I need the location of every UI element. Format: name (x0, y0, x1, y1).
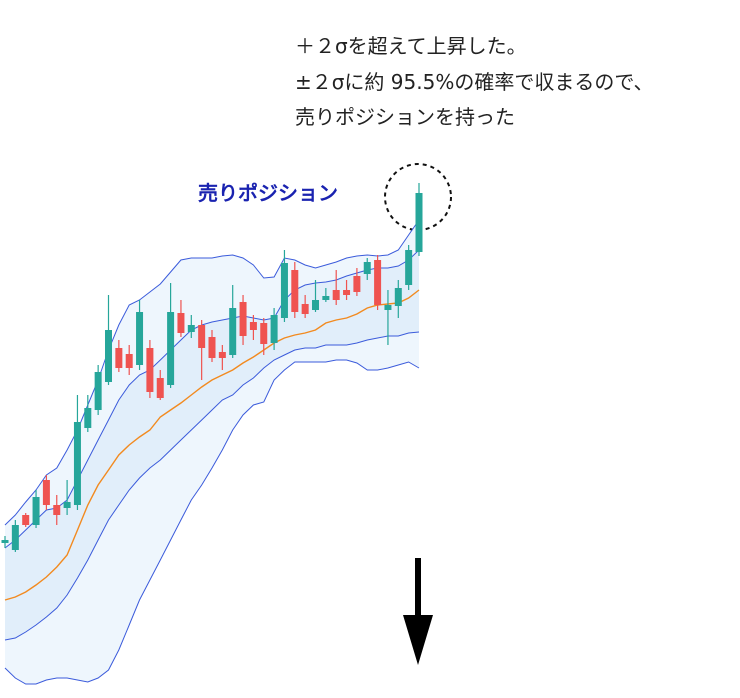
candle-body (1, 540, 9, 543)
candle-body (322, 296, 330, 300)
candle-body (301, 304, 309, 314)
candle-body (187, 325, 195, 332)
candle-body (32, 497, 40, 525)
candle-body (415, 193, 423, 252)
candle-body (218, 352, 226, 358)
candle-body (260, 323, 268, 344)
candle-body (405, 250, 413, 285)
candle-body (156, 378, 164, 398)
band-line (4, 289, 420, 601)
candle-body (11, 525, 19, 550)
candle-body (53, 505, 61, 515)
candle-body (332, 290, 340, 300)
candle-body (343, 290, 351, 295)
candle-body (208, 337, 216, 358)
candle-body (353, 276, 361, 292)
band-line (4, 359, 420, 685)
position-label: 売りポジション (198, 181, 338, 205)
candle-body (42, 480, 50, 505)
candle-body (22, 515, 30, 525)
plot (1, 183, 423, 685)
candle-body (136, 312, 144, 365)
candle-body (125, 354, 133, 368)
candle-body (394, 288, 402, 306)
candle-body (312, 300, 319, 310)
candle-body (239, 302, 247, 336)
candle-body (280, 263, 288, 318)
candle-body (177, 313, 185, 333)
candle-body (384, 305, 392, 310)
candle-body (167, 312, 175, 385)
candle-body (291, 270, 299, 312)
annotation: ±２σに約 95.5%の確率で収まるので、 (295, 70, 654, 94)
candle-body (63, 502, 71, 508)
candle-body (105, 330, 112, 382)
candle-body (270, 315, 278, 343)
candle-body (249, 322, 257, 330)
candle-body (198, 325, 206, 348)
candle-body (146, 348, 154, 392)
band-line (4, 331, 420, 641)
arrow-head (403, 615, 433, 665)
candle-body (84, 408, 92, 428)
annotation: ＋２σを超えて上昇した。 (295, 34, 527, 58)
candle-body (73, 422, 81, 505)
candle-body (115, 348, 123, 368)
candle-body (374, 260, 382, 305)
annotation: 売りポジションを持った (295, 105, 515, 129)
candle-body (229, 308, 237, 355)
candle-body (94, 372, 102, 410)
candle-body (363, 262, 371, 274)
